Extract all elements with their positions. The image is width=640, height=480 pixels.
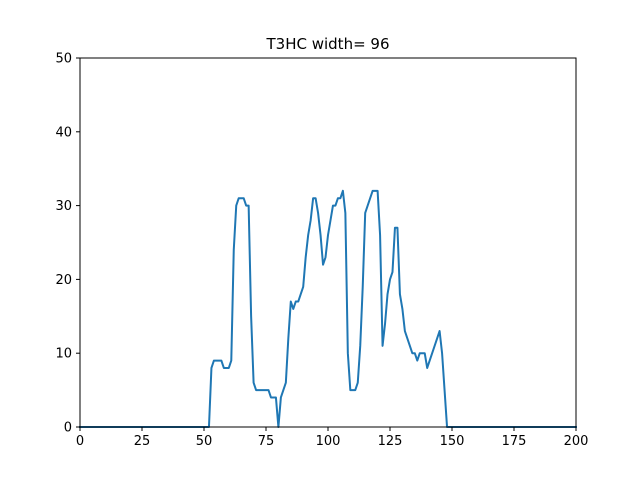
- data-layer: [79, 189, 577, 428]
- x-tick-label: 0: [76, 434, 84, 449]
- x-tick-label: 175: [502, 434, 527, 449]
- chart-title: T3HC width= 96: [266, 35, 390, 53]
- y-tick-label: 40: [55, 125, 72, 140]
- series-line-0: [79, 189, 577, 428]
- y-tick-label: 20: [55, 273, 72, 288]
- x-tick-label: 25: [134, 434, 151, 449]
- x-tick-label: 100: [316, 434, 341, 449]
- axes-layer: 0 25 50 75 100 125 150 175 200 0 10 20 30 40 50: [55, 52, 588, 450]
- x-tick-label: 50: [196, 434, 213, 449]
- x-tick-label: 150: [440, 434, 465, 449]
- x-tick-label: 200: [564, 434, 589, 449]
- x-tick-label: 75: [258, 434, 275, 449]
- y-tick-label: 30: [55, 199, 72, 214]
- y-tick-label: 0: [64, 421, 72, 436]
- y-tick-label: 50: [55, 52, 72, 67]
- x-tick-label: 125: [378, 434, 403, 449]
- y-tick-label: 10: [55, 347, 72, 362]
